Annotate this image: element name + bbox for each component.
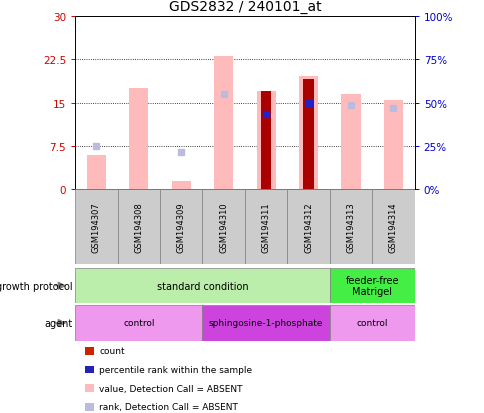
Text: GSM194307: GSM194307 [91,202,101,252]
Text: percentile rank within the sample: percentile rank within the sample [99,365,252,374]
Bar [302,80,313,190]
Text: standard condition: standard condition [156,281,248,291]
Bar [329,190,372,264]
Text: GSM194314: GSM194314 [388,202,397,252]
Text: count: count [99,347,125,356]
Bar [329,306,414,341]
Text: value, Detection Call = ABSENT: value, Detection Call = ABSENT [99,384,242,393]
Bar [372,190,414,264]
Text: GSM194312: GSM194312 [303,202,313,252]
Bar [117,190,160,264]
Bar [75,190,117,264]
Bar [329,268,414,304]
Bar [129,89,148,190]
Bar [256,92,275,190]
Bar [244,190,287,264]
Bar [287,190,329,264]
Text: GSM194310: GSM194310 [219,202,228,252]
Title: GDS2832 / 240101_at: GDS2832 / 240101_at [168,0,320,14]
Text: GSM194311: GSM194311 [261,202,270,252]
Text: growth protocol: growth protocol [0,281,73,291]
Text: rank, Detection Call = ABSENT: rank, Detection Call = ABSENT [99,402,238,411]
Bar [383,100,402,190]
Bar [171,181,190,190]
Text: GSM194313: GSM194313 [346,202,355,252]
Bar [202,306,329,341]
Bar [75,268,329,304]
Bar [87,155,106,190]
Bar [160,190,202,264]
Text: feeder-free
Matrigel: feeder-free Matrigel [345,275,398,297]
Bar [75,306,202,341]
Text: GSM194309: GSM194309 [176,202,185,252]
Text: control: control [356,319,387,328]
Bar [214,57,233,190]
Text: sphingosine-1-phosphate: sphingosine-1-phosphate [209,319,323,328]
Bar [299,77,318,190]
Bar [260,92,271,190]
Bar [341,95,360,190]
Text: control: control [123,319,154,328]
Text: GSM194308: GSM194308 [134,202,143,252]
Text: agent: agent [45,318,73,328]
Bar [202,190,244,264]
